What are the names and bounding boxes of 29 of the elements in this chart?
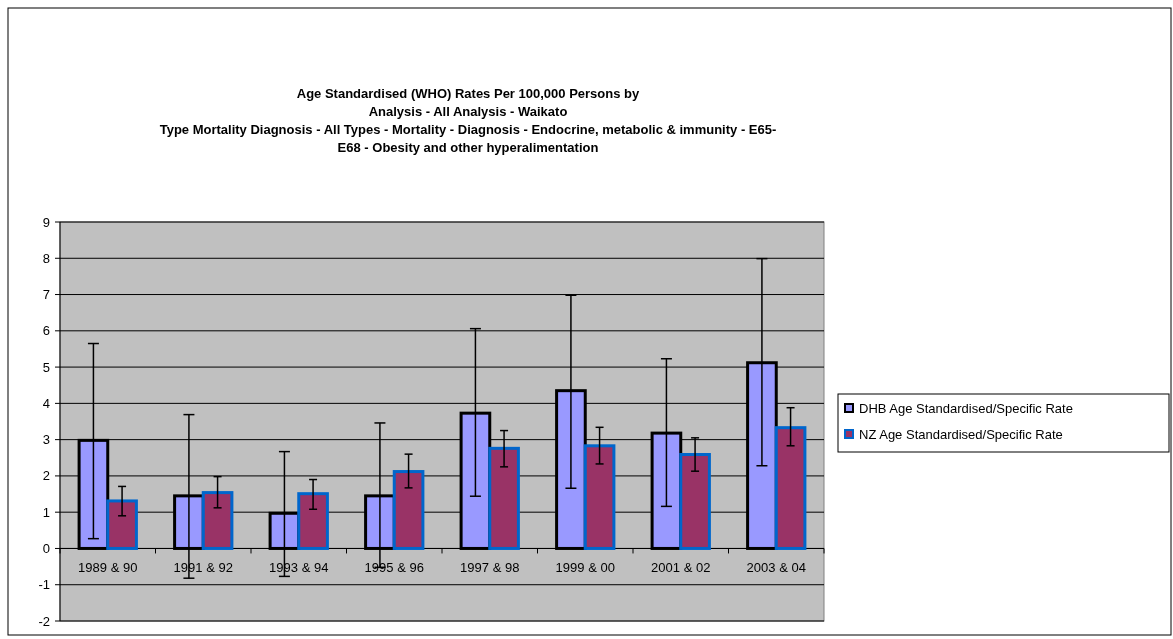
legend-label: NZ Age Standardised/Specific Rate [859, 426, 1063, 442]
bar [488, 446, 520, 550]
bar [392, 470, 425, 550]
y-tick-label: 6 [42, 323, 50, 339]
x-tick-label: 2001 & 02 [651, 560, 711, 576]
y-tick-label: 8 [42, 250, 50, 266]
chart-title: Age Standardised (WHO) Rates Per 100,000 Persons by Analysis - All Analysis - Waikato Type Mortality Diagnosis - All Types - Mortality - Diagnosis - Endocrine, metabolic & immunity - E65- E68 - Obesity and other hyperalimentation [159, 86, 777, 155]
bar [201, 491, 234, 550]
y-tick-label: -1 [38, 577, 50, 593]
y-tick-label: 3 [42, 432, 50, 448]
x-tick-label: 1989 & 90 [78, 560, 138, 576]
y-tick-label: 9 [42, 214, 50, 230]
x-tick-label: 1997 & 98 [460, 560, 520, 576]
y-tick-label: -2 [38, 613, 50, 629]
x-tick-label: 2003 & 04 [746, 560, 806, 576]
bar [774, 426, 807, 550]
x-tick-label: 1995 & 96 [364, 560, 424, 576]
y-tick-label: 5 [42, 359, 50, 375]
y-tick-label: 0 [42, 541, 50, 556]
bar [583, 444, 616, 550]
y-tick-label: 7 [42, 287, 50, 303]
x-tick-label: 1999 & 00 [555, 560, 615, 576]
y-tick-label: 1 [42, 504, 50, 520]
bar [679, 453, 711, 550]
bar [106, 499, 138, 550]
y-tick-label: 2 [42, 468, 50, 484]
y-tick-label: 4 [42, 395, 50, 411]
bar [297, 492, 329, 550]
legend-label: DHB Age Standardised/Specific Rate [859, 400, 1073, 416]
